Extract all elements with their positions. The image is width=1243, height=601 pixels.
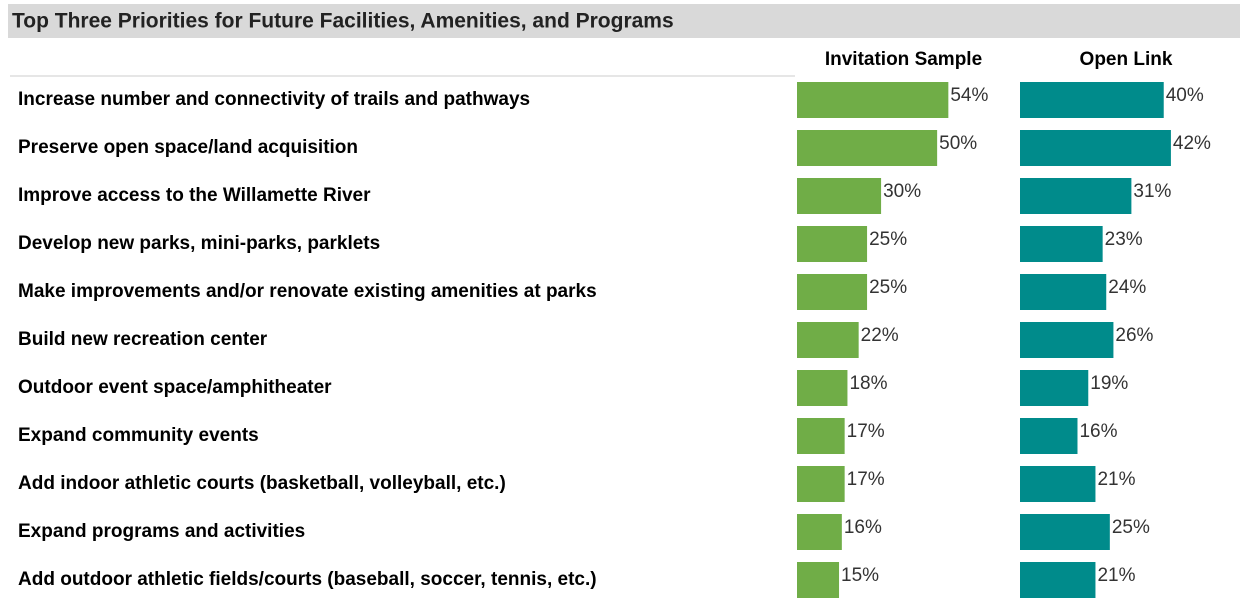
chart-title: Top Three Priorities for Future Faciliti… bbox=[12, 10, 674, 33]
value-label: 50% bbox=[939, 133, 977, 154]
value-label: 54% bbox=[950, 85, 988, 106]
value-label: 30% bbox=[883, 181, 921, 202]
category-label: Add outdoor athletic fields/courts (base… bbox=[18, 569, 597, 590]
category-label: Add indoor athletic courts (basketball, … bbox=[18, 473, 506, 494]
bar bbox=[797, 370, 848, 406]
value-label: 17% bbox=[847, 421, 885, 442]
category-label: Outdoor event space/amphitheater bbox=[18, 377, 332, 398]
series-header: Invitation Sample bbox=[825, 49, 982, 70]
value-label: 25% bbox=[869, 277, 907, 298]
bar bbox=[797, 130, 938, 166]
value-label: 15% bbox=[841, 565, 879, 586]
value-label: 25% bbox=[869, 229, 907, 250]
title-bar bbox=[8, 4, 1240, 38]
bar bbox=[797, 82, 949, 118]
category-label: Increase number and connectivity of trai… bbox=[18, 89, 530, 110]
value-label: 17% bbox=[847, 469, 885, 490]
value-label: 16% bbox=[1079, 421, 1117, 442]
category-label: Expand programs and activities bbox=[18, 521, 305, 542]
value-label: 23% bbox=[1105, 229, 1143, 250]
bar bbox=[1020, 322, 1114, 358]
bar bbox=[797, 418, 845, 454]
value-label: 40% bbox=[1166, 85, 1204, 106]
category-label: Expand community events bbox=[18, 425, 259, 446]
category-label: Develop new parks, mini-parks, parklets bbox=[18, 233, 380, 254]
value-label: 21% bbox=[1097, 469, 1135, 490]
bar bbox=[1020, 514, 1110, 550]
bar bbox=[797, 514, 842, 550]
category-label: Improve access to the Willamette River bbox=[18, 185, 371, 206]
bar bbox=[1020, 82, 1164, 118]
value-label: 21% bbox=[1097, 565, 1135, 586]
bar bbox=[797, 226, 868, 262]
value-label: 26% bbox=[1115, 325, 1153, 346]
value-label: 42% bbox=[1173, 133, 1211, 154]
bar bbox=[797, 178, 882, 214]
bar bbox=[797, 274, 868, 310]
bar bbox=[1020, 418, 1078, 454]
value-label: 31% bbox=[1133, 181, 1171, 202]
bar bbox=[1020, 370, 1089, 406]
series-header: Open Link bbox=[1080, 49, 1173, 70]
bar bbox=[797, 562, 840, 598]
bar bbox=[1020, 562, 1096, 598]
value-label: 25% bbox=[1112, 517, 1150, 538]
bar bbox=[1020, 466, 1096, 502]
value-label: 22% bbox=[861, 325, 899, 346]
value-label: 18% bbox=[849, 373, 887, 394]
bar bbox=[1020, 274, 1107, 310]
bar bbox=[797, 466, 845, 502]
category-label: Make improvements and/or renovate existi… bbox=[18, 281, 597, 302]
value-label: 24% bbox=[1108, 277, 1146, 298]
bar bbox=[1020, 226, 1103, 262]
bar bbox=[1020, 130, 1171, 166]
category-label: Build new recreation center bbox=[18, 329, 268, 350]
value-label: 19% bbox=[1090, 373, 1128, 394]
value-label: 16% bbox=[844, 517, 882, 538]
bar bbox=[797, 322, 859, 358]
category-label: Preserve open space/land acquisition bbox=[18, 137, 358, 158]
bar bbox=[1020, 178, 1132, 214]
